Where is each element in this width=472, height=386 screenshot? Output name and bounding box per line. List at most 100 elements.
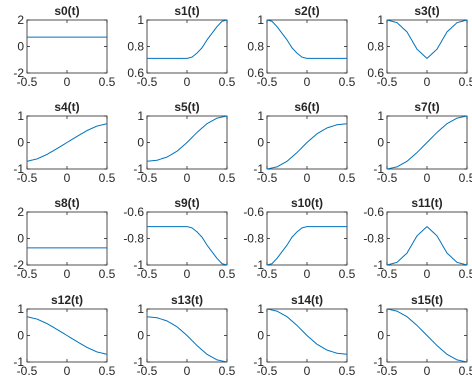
subplot-7: s7(t) -0.5 0 0.5 -1 0 1 (373, 100, 472, 185)
data-point (426, 335, 427, 336)
series-line (26, 123, 108, 162)
y-tick-label: 1 (17, 302, 24, 316)
data-point (326, 58, 327, 59)
subplot-title: s2(t) (294, 4, 319, 18)
data-point (396, 22, 397, 23)
y-tick-label: 1 (257, 109, 264, 123)
subplot-title: s0(t) (54, 4, 79, 18)
data-point (216, 118, 217, 119)
y-tick-label: 1 (377, 109, 384, 123)
data-point (406, 161, 407, 162)
data-point (296, 53, 297, 54)
data-point (286, 316, 287, 317)
data-point (271, 21, 272, 22)
data-point (276, 311, 277, 312)
y-tick-label: 0.6 (127, 66, 144, 80)
x-tick-label: -0.5 (137, 75, 158, 89)
x-tick-label: 0.5 (99, 171, 116, 185)
data-point (166, 320, 167, 321)
data-point (396, 311, 397, 312)
data-point (186, 142, 187, 143)
y-tick-label: 1 (377, 13, 384, 27)
data-point (386, 168, 387, 169)
data-point (286, 39, 287, 40)
subplot-title: s4(t) (54, 100, 79, 114)
x-tick-label: 0.5 (219, 75, 236, 89)
subplot-9: s9(t) -0.5 0 0.5 -1 -0.8 -0.6 (123, 196, 235, 281)
data-point (186, 226, 187, 227)
data-point (186, 58, 187, 59)
data-point (226, 361, 227, 362)
data-point (466, 115, 467, 116)
data-point (196, 132, 197, 133)
data-point (66, 335, 67, 336)
data-point (201, 237, 202, 238)
data-point (346, 226, 347, 227)
y-tick-label: -1 (253, 258, 264, 272)
series-line (147, 19, 228, 59)
x-tick-label: 0 (304, 364, 311, 378)
x-tick-label: -0.5 (17, 364, 38, 378)
subplot-title: s1(t) (174, 4, 199, 18)
data-point (166, 156, 167, 157)
x-tick-label: 0.5 (459, 171, 472, 185)
data-point (291, 47, 292, 48)
data-point (416, 235, 417, 236)
data-point (26, 316, 27, 317)
data-point (46, 323, 47, 324)
data-point (216, 26, 217, 27)
data-point (386, 308, 387, 309)
series-line (386, 19, 468, 59)
y-tick-label: 1 (17, 109, 24, 123)
data-point (396, 166, 397, 167)
data-point (36, 318, 37, 319)
data-point (296, 325, 297, 326)
x-tick-label: -0.5 (377, 267, 398, 281)
x-tick-label: -0.5 (257, 364, 278, 378)
x-tick-label: 0 (184, 75, 191, 89)
y-tick-label: -2 (13, 258, 24, 272)
x-tick-label: -0.5 (17, 171, 38, 185)
plot-area (146, 19, 228, 74)
data-point (326, 349, 327, 350)
data-point (226, 115, 227, 116)
data-point (211, 251, 212, 252)
plot-area (26, 19, 108, 74)
y-tick-label: 0 (17, 329, 24, 343)
data-point (201, 47, 202, 48)
data-point (286, 245, 287, 246)
y-tick-label: -1 (13, 355, 24, 369)
y-tick-label: -0.8 (243, 232, 264, 246)
data-point (176, 326, 177, 327)
x-tick-label: 0.5 (219, 267, 236, 281)
data-point (406, 316, 407, 317)
subplot-title: s11(t) (411, 196, 442, 210)
data-point (146, 316, 147, 317)
subplot-title: s8(t) (54, 196, 79, 210)
data-point (166, 58, 167, 59)
subplot-title: s7(t) (414, 100, 439, 114)
x-tick-label: 0 (184, 171, 191, 185)
y-tick-label: 2 (17, 13, 24, 27)
data-point (206, 245, 207, 246)
data-point (211, 33, 212, 34)
data-point (436, 235, 437, 236)
x-tick-label: 0 (64, 171, 71, 185)
subplot-title: s15(t) (411, 293, 443, 307)
data-point (156, 317, 157, 318)
data-point (226, 264, 227, 265)
data-point (446, 31, 447, 32)
data-point (456, 359, 457, 360)
data-point (191, 227, 192, 228)
y-tick-label: -2 (13, 66, 24, 80)
data-point (221, 263, 222, 264)
data-point (106, 247, 107, 248)
subplot-0: s0(t) -0.5 0 0.5 -2 0 2 (13, 4, 115, 89)
x-tick-label: 0 (64, 267, 71, 281)
y-tick-label: 0 (377, 136, 384, 150)
plot-area (266, 19, 348, 74)
x-tick-label: 0 (424, 171, 431, 185)
y-tick-label: 0.8 (127, 40, 144, 54)
data-point (336, 124, 337, 125)
data-point (186, 335, 187, 336)
